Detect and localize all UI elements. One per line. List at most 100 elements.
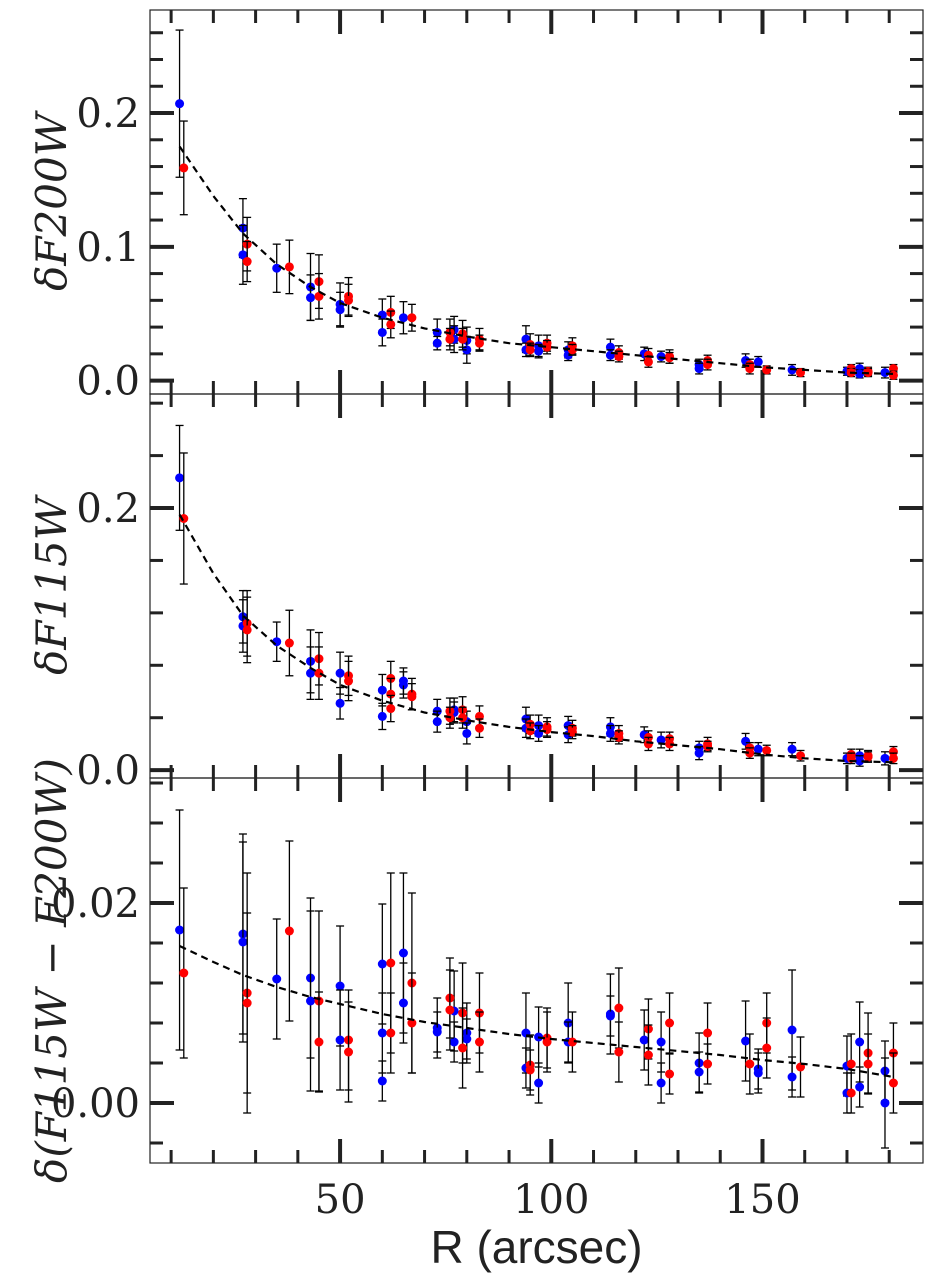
data-point xyxy=(863,1059,873,1069)
data-point xyxy=(703,742,713,752)
data-point xyxy=(855,756,865,766)
x-tick-label: 100 xyxy=(513,1177,589,1223)
data-point xyxy=(741,1036,751,1046)
data-point xyxy=(458,334,468,344)
data-point xyxy=(888,747,898,757)
data-point xyxy=(753,744,763,754)
data-point xyxy=(643,1050,653,1060)
data-point xyxy=(306,668,316,678)
data-point xyxy=(335,305,345,315)
data-point xyxy=(407,692,417,702)
data-point xyxy=(665,739,675,749)
plot-frame xyxy=(149,9,924,395)
data-point xyxy=(542,1037,552,1047)
data-point xyxy=(888,1078,898,1088)
data-point xyxy=(407,1018,417,1028)
data-point xyxy=(179,968,189,978)
data-point xyxy=(445,1005,455,1015)
data-point xyxy=(284,926,294,936)
series-blue xyxy=(175,424,890,767)
series-blue xyxy=(175,29,890,379)
data-point xyxy=(386,704,396,714)
y-axis-title: δ(F115W − F200W) xyxy=(27,758,76,1183)
data-point xyxy=(855,369,865,379)
data-point xyxy=(643,739,653,749)
data-point xyxy=(656,1037,666,1047)
y-tick-label: 0.2 xyxy=(76,91,140,137)
data-point xyxy=(175,925,185,935)
data-point xyxy=(314,668,324,678)
data-point xyxy=(665,1069,675,1079)
data-point xyxy=(386,1028,396,1038)
data-point xyxy=(888,370,898,380)
data-point xyxy=(855,1037,865,1047)
y-tick-label: 0.0 xyxy=(76,359,140,405)
data-point xyxy=(694,1067,704,1077)
data-point xyxy=(762,1043,772,1053)
data-point xyxy=(614,732,624,742)
data-point xyxy=(643,357,653,367)
data-point xyxy=(614,1047,624,1057)
data-point xyxy=(335,668,345,678)
data-point xyxy=(880,1098,890,1108)
data-point xyxy=(880,753,890,763)
series-blue xyxy=(175,809,890,1149)
data-point xyxy=(542,725,552,735)
data-point xyxy=(753,357,763,367)
data-point xyxy=(458,713,468,723)
y-axis-title: δF200W xyxy=(27,109,76,291)
data-point xyxy=(344,295,354,305)
data-point xyxy=(386,689,396,699)
data-point xyxy=(462,1034,472,1044)
data-point xyxy=(335,1035,345,1045)
data-point xyxy=(314,1037,324,1047)
x-tick-label: 50 xyxy=(315,1177,366,1223)
data-point xyxy=(377,327,387,337)
data-point xyxy=(335,698,345,708)
data-point xyxy=(525,1065,535,1075)
x-axis-title: R (arcsec) xyxy=(430,1221,642,1273)
data-point xyxy=(306,996,316,1006)
data-point xyxy=(449,1037,459,1047)
data-point xyxy=(614,1003,624,1013)
data-point xyxy=(432,1027,442,1037)
y-tick-label: 0.1 xyxy=(76,225,140,271)
data-point xyxy=(605,728,615,738)
y-axis-title: δF115W xyxy=(27,493,76,675)
data-point xyxy=(377,1028,387,1038)
data-point xyxy=(314,291,324,301)
data-point xyxy=(407,313,417,323)
data-point xyxy=(703,1059,713,1069)
data-point xyxy=(179,163,189,173)
series-red xyxy=(179,120,898,380)
y-tick-label: 0.00 xyxy=(51,1081,140,1127)
data-point xyxy=(846,1088,856,1098)
fit-curve xyxy=(179,945,894,1079)
data-point xyxy=(284,262,294,272)
data-point xyxy=(787,1025,797,1035)
data-point xyxy=(665,1018,675,1028)
data-point xyxy=(377,959,387,969)
data-point xyxy=(175,99,185,109)
data-point xyxy=(787,744,797,754)
data-point xyxy=(762,745,772,755)
y-tick-label: 0.02 xyxy=(51,881,140,927)
data-point xyxy=(474,338,484,348)
fit-curve xyxy=(178,145,894,375)
data-point xyxy=(787,1072,797,1082)
data-point xyxy=(306,293,316,303)
data-point xyxy=(888,753,898,763)
data-point xyxy=(377,310,387,320)
data-point xyxy=(639,1035,649,1045)
data-point xyxy=(694,748,704,758)
data-point xyxy=(846,1059,856,1069)
data-point xyxy=(534,346,544,356)
data-point xyxy=(458,1043,468,1053)
y-tick-label: 0.0 xyxy=(76,748,140,794)
panel-bottom: 0.00 0.02δ(F115W − F200W) 50 100 150 R (arcse… xyxy=(27,758,924,1273)
data-point xyxy=(474,723,484,733)
data-point xyxy=(398,948,408,958)
